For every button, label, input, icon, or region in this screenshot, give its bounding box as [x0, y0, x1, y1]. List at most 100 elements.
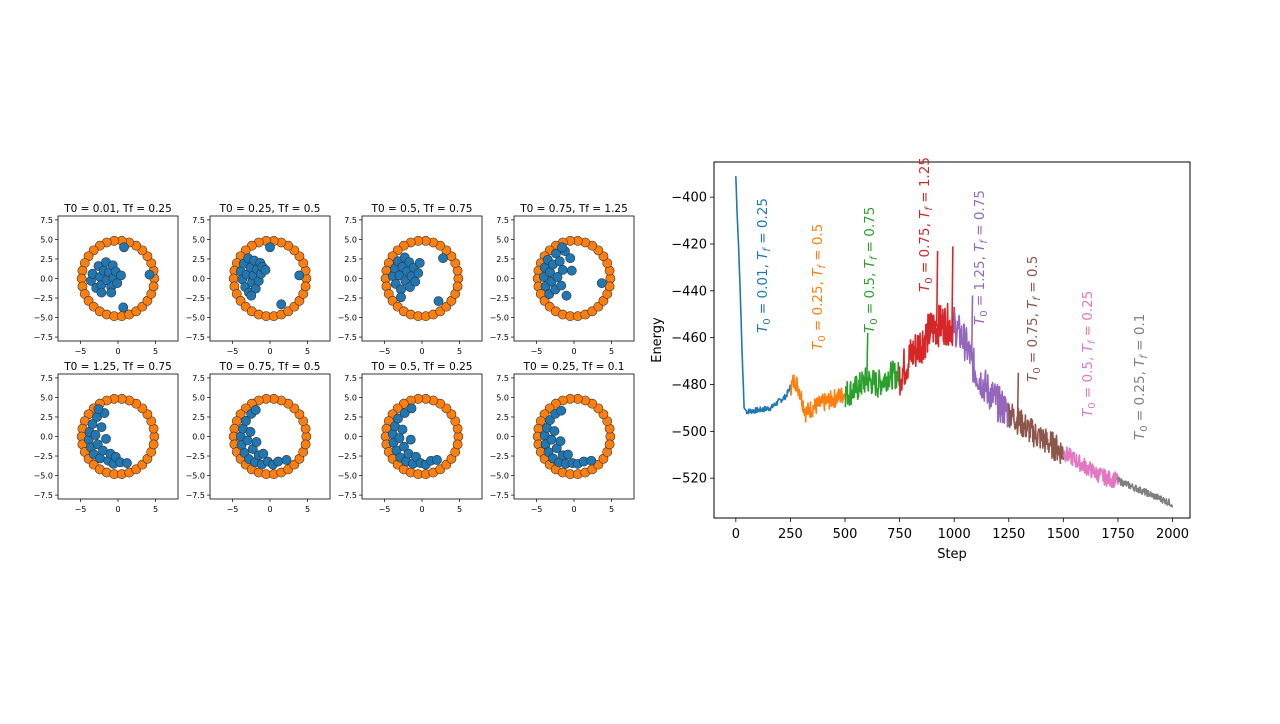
x-axis-label: Step [937, 547, 967, 562]
inner-particle [556, 280, 567, 291]
x-tick-label: 1000 [938, 527, 971, 542]
x-tick-label: 5 [305, 347, 310, 356]
series-line-8 [1117, 476, 1174, 508]
inner-particle [122, 458, 132, 468]
inner-particle [394, 433, 405, 443]
x-tick-label: 5 [153, 505, 158, 514]
series-line-6 [1008, 403, 1065, 464]
x-tick-label: 0 [419, 347, 424, 356]
inner-particle [92, 439, 103, 450]
y-tick-label: −520 [671, 472, 707, 487]
y-tick-label: 0.0 [344, 433, 357, 442]
inner-particle [438, 253, 448, 264]
y-tick-label: −420 [671, 237, 707, 252]
inner-particle [399, 441, 409, 452]
subplot-7: T0 = 0.5, Tf = 0.25 −5 0 5 7.5 5.0 2.5 0.0 −2.5 −… [338, 361, 483, 514]
y-tick-label: 7.5 [40, 216, 53, 225]
subplot-4: T0 = 0.75, Tf = 1.25 −5 0 5 7.5 5.0 2.5 0.0 −2.5… [490, 203, 635, 356]
series-spike [951, 246, 954, 326]
inner-particle [144, 269, 155, 280]
x-tick-label: 5 [153, 347, 158, 356]
y-tick-label: −440 [671, 284, 707, 299]
inner-particle [561, 290, 572, 301]
y-tick-label: −7.5 [186, 491, 205, 500]
y-tick-label: 7.5 [496, 374, 509, 383]
y-tick-label: −7.5 [338, 333, 357, 342]
inner-particle [405, 434, 416, 445]
y-tick-label: −5.0 [186, 314, 205, 323]
subplot-title: T0 = 0.25, Tf = 0.1 [523, 361, 625, 373]
y-tick-label: 0.0 [496, 275, 509, 284]
inner-particle [552, 272, 563, 282]
inner-particle [399, 408, 410, 418]
inner-particle [258, 448, 269, 459]
y-tick-label: −7.5 [490, 491, 509, 500]
inner-particle [565, 253, 576, 264]
inner-particle [242, 435, 253, 446]
subplot-1: T0 = 0.01, Tf = 0.25 −5 0 5 7.5 5.0 2.5 0.0 −2.5… [34, 203, 179, 356]
series-line-3 [844, 360, 901, 408]
ring-particle [148, 281, 159, 292]
y-tick-label: 5.0 [192, 393, 205, 402]
inner-particle [281, 455, 292, 465]
inner-particle [87, 419, 98, 429]
x-tick-label: 5 [609, 505, 614, 514]
y-tick-label: 7.5 [496, 216, 509, 225]
inner-particle [273, 456, 284, 467]
x-tick-label: 1750 [1101, 527, 1134, 542]
y-tick-label: 0.0 [496, 433, 509, 442]
inner-particle [397, 424, 408, 435]
series-spike [1016, 372, 1020, 421]
y-tick-label: −5.0 [34, 472, 53, 481]
x-tick-label: −5 [227, 505, 239, 514]
y-tick-label: 7.5 [40, 374, 53, 383]
y-tick-label: 7.5 [344, 216, 357, 225]
inner-particle [265, 242, 275, 253]
inner-particle [119, 242, 129, 253]
y-tick-label: 0.0 [40, 433, 53, 442]
inner-particle [551, 248, 561, 259]
inner-particle [406, 403, 417, 414]
y-tick-label: −7.5 [34, 491, 53, 500]
y-tick-label: −2.5 [338, 452, 357, 461]
subplot-title: T0 = 0.75, Tf = 1.25 [519, 203, 628, 215]
inner-particle [245, 426, 256, 437]
subplot-frame [209, 215, 331, 342]
inner-particle [90, 430, 101, 440]
inner-particle [396, 292, 406, 303]
x-tick-label: 0 [419, 505, 424, 514]
inner-particle [260, 265, 271, 275]
subplot-title: T0 = 1.25, Tf = 0.75 [63, 361, 172, 373]
subplot-title: T0 = 0.01, Tf = 0.25 [63, 203, 172, 215]
y-tick-label: 0.0 [192, 275, 205, 284]
y-tick-label: −480 [671, 378, 707, 393]
inner-particle [563, 449, 573, 460]
x-tick-label: 0 [732, 527, 740, 542]
y-tick-label: 2.5 [192, 413, 205, 422]
y-tick-label: −2.5 [186, 294, 205, 303]
y-tick-label: 5.0 [496, 393, 509, 402]
inner-particle [96, 422, 107, 433]
y-tick-label: 0.0 [192, 433, 205, 442]
series-spike [866, 332, 869, 380]
inner-particle [118, 302, 129, 313]
x-tick-label: 0 [571, 505, 576, 514]
x-tick-label: 0 [267, 505, 272, 514]
series-annotation-4: T0 = 0.75, Tf = 1.25 [917, 157, 935, 292]
series-annotation-1: T0 = 0.01, Tf = 0.25 [755, 198, 773, 333]
y-tick-label: 5.0 [40, 235, 53, 244]
inner-particle [112, 278, 123, 289]
y-tick-label: 2.5 [496, 413, 509, 422]
x-tick-label: 250 [778, 527, 803, 542]
x-tick-label: 5 [457, 347, 462, 356]
inner-particle [557, 242, 567, 253]
inner-particle [414, 257, 425, 268]
inner-particle [556, 405, 567, 416]
x-tick-label: 1250 [992, 527, 1025, 542]
x-tick-label: 750 [887, 527, 912, 542]
x-tick-label: 0 [115, 347, 120, 356]
inner-particle [294, 270, 305, 281]
y-tick-label: 0.0 [40, 275, 53, 284]
